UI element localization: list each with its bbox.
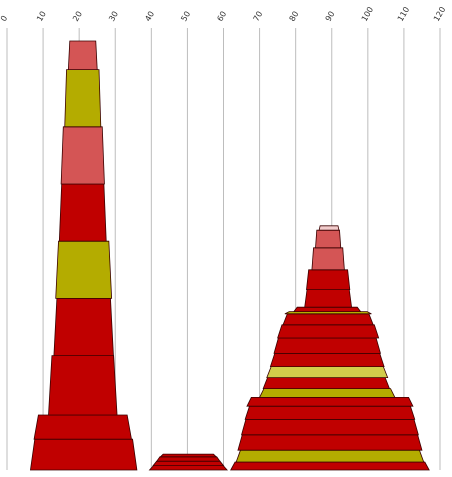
x-tick-label: 80 <box>288 10 301 23</box>
x-tick-label: 20 <box>71 10 84 23</box>
stack-layer-segment <box>64 69 102 128</box>
stack-layer-segment <box>237 434 423 451</box>
stack-layer-segment <box>306 269 351 291</box>
stack-layer-segment <box>246 396 414 407</box>
stack-2 <box>148 453 228 471</box>
x-tick-label: 70 <box>252 10 265 23</box>
x-tick-label: 0 <box>0 14 9 23</box>
stack-layer-segment <box>315 229 342 249</box>
stack-layer-segment <box>33 414 132 440</box>
stack-layer-segment <box>284 311 372 315</box>
stack-layer-segment <box>266 366 389 379</box>
stack-layer-segment <box>311 247 345 271</box>
stack-layer-segment <box>29 438 138 471</box>
stack-layer-segment <box>55 240 113 299</box>
x-tick-label: 90 <box>324 10 337 23</box>
stack-layer-segment <box>277 324 380 339</box>
stack-layer-segment <box>269 352 385 368</box>
stack-layer-segment <box>230 461 430 471</box>
stack-layer-segment <box>155 456 221 462</box>
stack-layer-segment <box>304 289 353 308</box>
x-tick-label: 110 <box>396 5 411 23</box>
x-tick-label: 60 <box>215 10 228 23</box>
stacks <box>29 40 430 471</box>
stack-3 <box>230 225 430 471</box>
x-tick-labels: 0 10 20 30 40 50 60 70 80 90 100 110 120 <box>0 5 447 23</box>
stack-layer-segment <box>282 313 374 326</box>
stack-layer-segment <box>318 225 340 231</box>
stack-layer-segment <box>258 388 396 398</box>
stack-layer-segment <box>67 40 98 70</box>
stack-layer-segment <box>273 337 381 354</box>
stack-layer-segment <box>48 355 118 416</box>
x-tick-label: 10 <box>35 10 48 23</box>
stack-layer-segment <box>293 306 362 313</box>
x-tick-label: 120 <box>432 5 447 23</box>
stack-layer-segment <box>58 183 107 242</box>
stack-layer-segment <box>53 297 114 357</box>
x-tick-label: 100 <box>360 5 375 23</box>
x-tick-label: 40 <box>143 10 156 23</box>
stack-layer-segment <box>241 418 419 436</box>
stack-layer-segment <box>152 460 225 467</box>
stack-layer-segment <box>244 405 416 420</box>
x-tick-label: 50 <box>179 10 192 23</box>
stack-layer-segment <box>262 377 391 390</box>
stack-layer-segment <box>159 453 218 458</box>
stack-1 <box>29 40 138 471</box>
stack-layer-segment <box>235 449 425 463</box>
x-tick-label: 30 <box>107 10 120 23</box>
stack-layer-segment <box>60 126 105 185</box>
stack-layer-segment <box>148 465 228 471</box>
